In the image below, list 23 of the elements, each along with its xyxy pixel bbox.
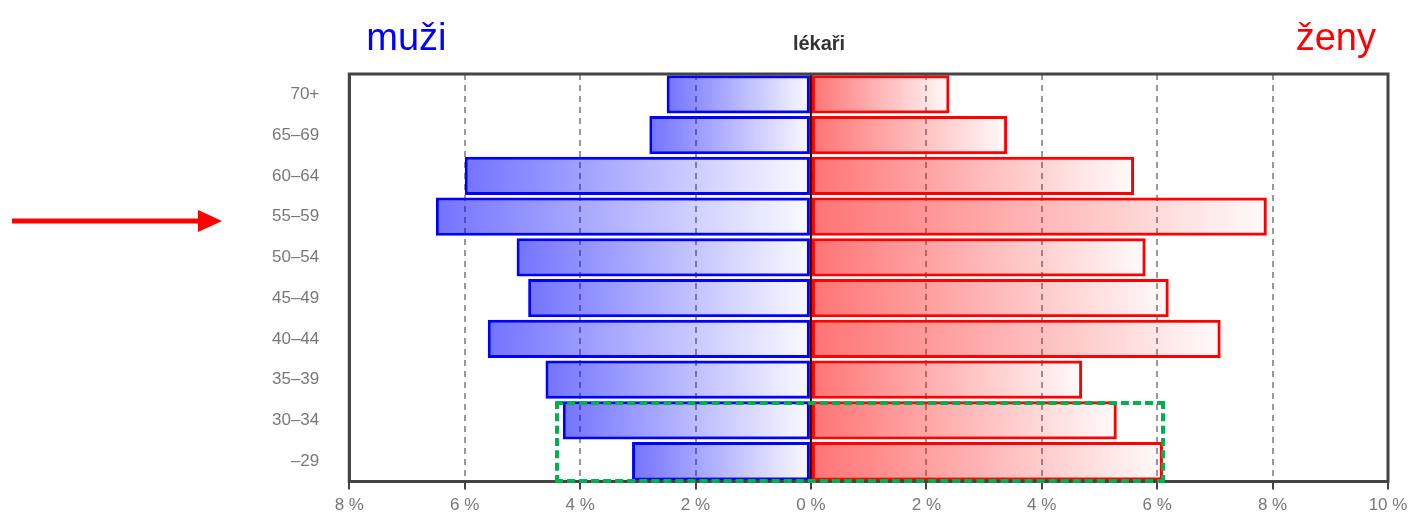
x-tick-label: 4 % xyxy=(565,495,595,515)
x-tick-label: 8 % xyxy=(1257,495,1288,515)
x-tick-label: 2 % xyxy=(911,495,941,515)
y-tick-label: 50–54 xyxy=(271,247,320,267)
x-tick-label: 10 % xyxy=(1368,495,1408,515)
x-tick-label: 8 % xyxy=(334,495,364,515)
y-tick-label: 65–69 xyxy=(271,124,320,144)
x-tick-label: 2 % xyxy=(680,495,711,515)
y-tick-label: 70+ xyxy=(290,84,320,104)
text: muži xyxy=(366,16,447,58)
y-tick-label: –29 xyxy=(290,450,320,470)
x-tick-label: 6 % xyxy=(450,495,480,515)
y-tick-label: 60–64 xyxy=(271,165,320,185)
y-tick-label: 35–39 xyxy=(271,369,320,389)
y-tick-label: 30–34 xyxy=(271,410,320,430)
text: ženy xyxy=(1295,16,1376,58)
x-tick-label: 6 % xyxy=(1142,495,1172,515)
x-tick-label: 0 % xyxy=(796,495,826,515)
chart-title: lékaři xyxy=(792,31,846,54)
x-tick-label: 4 % xyxy=(1027,495,1057,515)
y-tick-label: 45–49 xyxy=(271,287,320,307)
y-tick-label: 40–44 xyxy=(271,328,320,348)
y-tick-label: 55–59 xyxy=(271,206,320,226)
